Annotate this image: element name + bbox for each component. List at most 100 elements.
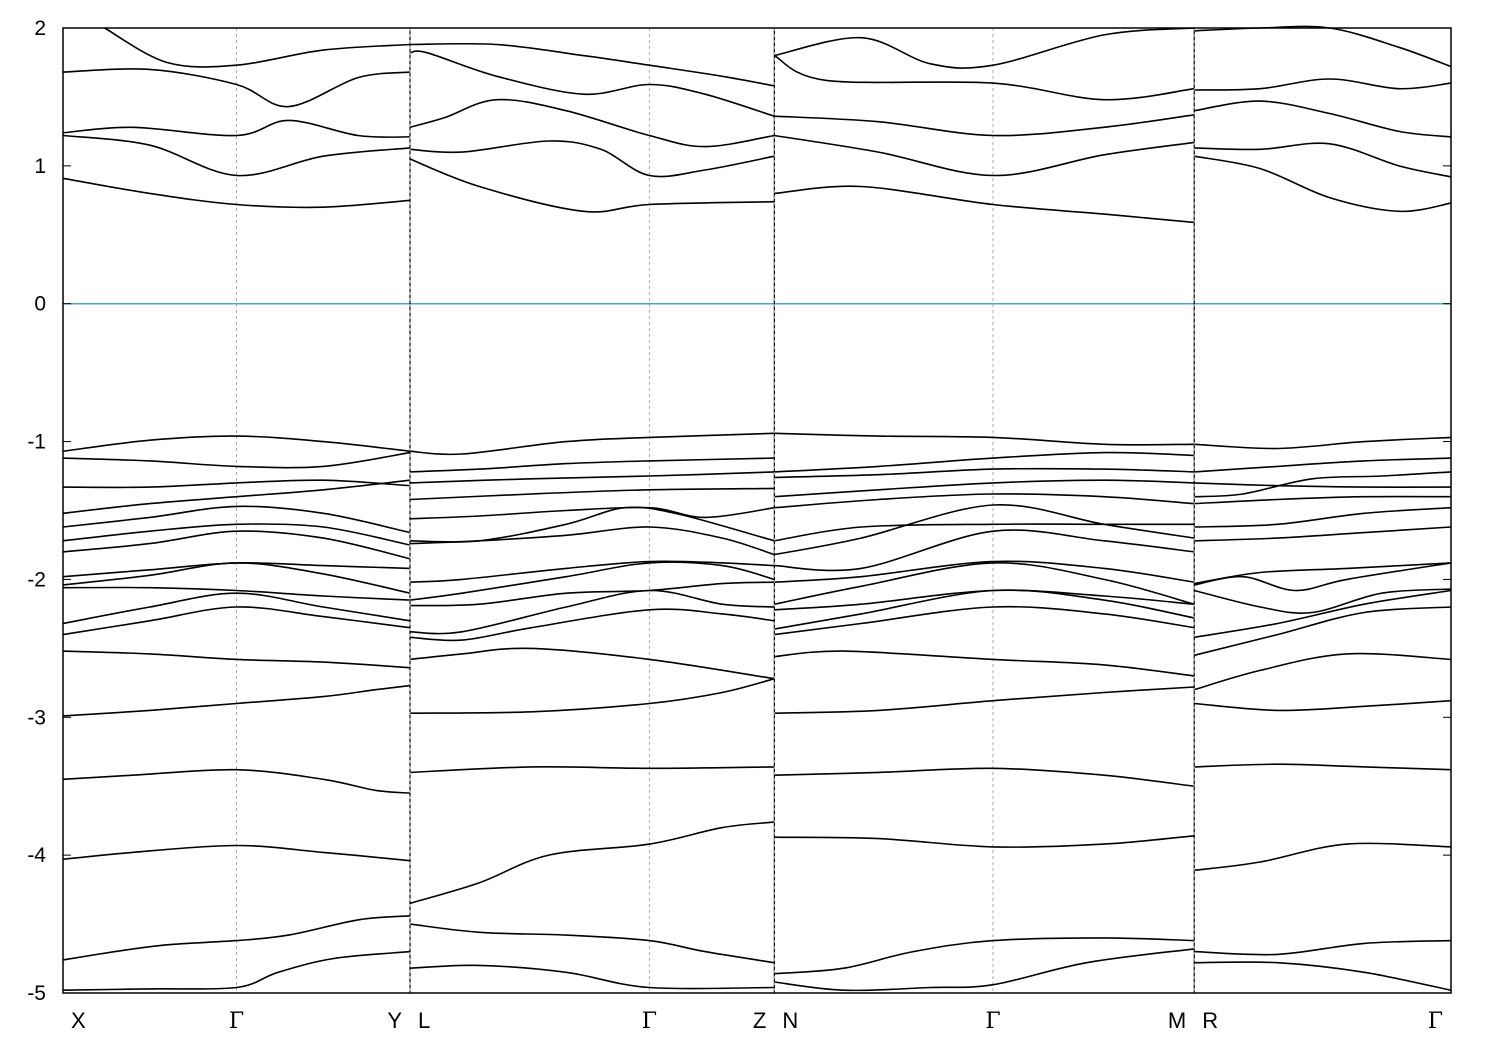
band-line-44 bbox=[409, 50, 775, 117]
band-line-90 bbox=[1194, 100, 1452, 138]
band-line-11 bbox=[62, 530, 411, 560]
band-line-27 bbox=[409, 677, 775, 714]
band-line-77 bbox=[1194, 589, 1452, 639]
band-line-13 bbox=[62, 505, 411, 534]
band-line-58 bbox=[774, 504, 1195, 556]
band-line-6 bbox=[62, 606, 411, 636]
band-line-59 bbox=[774, 523, 1195, 542]
band-line-54 bbox=[774, 589, 1195, 611]
kpoint-label-7: Γ bbox=[985, 1009, 1000, 1034]
band-line-66 bbox=[774, 134, 1195, 177]
band-line-0 bbox=[62, 950, 411, 991]
kpoint-label-8: M bbox=[1168, 1008, 1186, 1033]
band-line-65 bbox=[774, 185, 1195, 224]
band-line-41 bbox=[409, 158, 775, 213]
kpoint-label-0: X bbox=[71, 1008, 86, 1033]
band-line-55 bbox=[774, 562, 1195, 605]
band-line-3 bbox=[62, 768, 411, 794]
kpoint-label-5: Z bbox=[753, 1008, 766, 1033]
band-line-42 bbox=[409, 140, 775, 178]
band-line-75 bbox=[1193, 652, 1452, 691]
band-line-10 bbox=[62, 561, 411, 578]
band-line-34 bbox=[409, 526, 775, 556]
band-line-35 bbox=[409, 506, 775, 543]
band-line-40 bbox=[409, 432, 775, 456]
band-line-56 bbox=[774, 560, 1195, 583]
band-line-7 bbox=[62, 592, 411, 625]
band-line-2 bbox=[62, 844, 411, 862]
band-line-69 bbox=[774, 27, 1195, 69]
band-line-14 bbox=[62, 479, 411, 515]
band-line-46 bbox=[774, 948, 1195, 992]
y-tick-label-3: -1 bbox=[27, 431, 46, 454]
band-line-78 bbox=[1194, 588, 1452, 614]
band-line-70 bbox=[1194, 961, 1452, 991]
band-line-92 bbox=[1194, 25, 1452, 68]
band-line-12 bbox=[62, 523, 411, 546]
band-line-36 bbox=[409, 506, 775, 520]
band-line-86 bbox=[1194, 457, 1452, 473]
band-line-52 bbox=[774, 605, 1195, 636]
kpoint-label-9: R bbox=[1202, 1008, 1218, 1033]
band-line-38 bbox=[409, 471, 775, 484]
band-line-20 bbox=[62, 119, 411, 138]
band-line-30 bbox=[409, 589, 775, 635]
band-line-28 bbox=[409, 647, 775, 680]
band-line-91 bbox=[1194, 78, 1452, 91]
band-line-47 bbox=[774, 937, 1195, 975]
kpoint-label-10: Γ bbox=[1428, 1009, 1443, 1034]
band-line-18 bbox=[62, 177, 411, 209]
band-line-19 bbox=[62, 134, 411, 177]
band-line-17 bbox=[62, 435, 411, 452]
band-line-16 bbox=[62, 451, 411, 469]
band-line-5 bbox=[62, 650, 411, 669]
band-line-81 bbox=[1194, 526, 1452, 542]
band-line-82 bbox=[1194, 506, 1452, 528]
y-tick-label-2: 0 bbox=[34, 293, 46, 316]
band-line-4 bbox=[62, 684, 411, 717]
band-line-48 bbox=[774, 835, 1195, 848]
band-line-73 bbox=[1194, 763, 1452, 771]
band-line-25 bbox=[409, 821, 775, 905]
kpoint-label-3: L bbox=[418, 1008, 430, 1033]
band-line-71 bbox=[1194, 939, 1452, 956]
y-tick-label-4: -2 bbox=[27, 568, 46, 591]
band-line-67 bbox=[774, 114, 1195, 137]
grid-lines bbox=[236, 28, 994, 993]
y-tick-label-0: 2 bbox=[34, 17, 46, 40]
band-line-37 bbox=[409, 487, 775, 501]
band-line-83 bbox=[1194, 495, 1452, 505]
band-line-8 bbox=[62, 586, 411, 601]
band-line-62 bbox=[774, 467, 1195, 479]
band-line-84 bbox=[1194, 471, 1452, 498]
band-line-72 bbox=[1194, 842, 1452, 872]
band-line-33 bbox=[409, 560, 775, 583]
band-line-24 bbox=[409, 923, 775, 964]
band-line-31 bbox=[409, 581, 775, 607]
band-line-45 bbox=[409, 42, 775, 87]
band-line-85 bbox=[1194, 482, 1452, 488]
band-line-50 bbox=[774, 686, 1195, 714]
band-line-74 bbox=[1194, 699, 1452, 712]
kpoint-label-6: N bbox=[782, 1008, 798, 1033]
band-line-88 bbox=[1194, 155, 1452, 213]
band-line-43 bbox=[409, 98, 775, 148]
plot-frame bbox=[62, 27, 1452, 994]
band-line-1 bbox=[62, 915, 411, 961]
kpoint-label-2: Y bbox=[387, 1008, 402, 1033]
y-tick-label-1: 1 bbox=[34, 155, 46, 178]
band-line-68 bbox=[773, 54, 1195, 101]
band-line-15 bbox=[62, 479, 411, 489]
band-line-49 bbox=[774, 767, 1195, 787]
band-line-63 bbox=[774, 451, 1195, 473]
band-line-51 bbox=[774, 650, 1195, 677]
y-tick-label-7: -5 bbox=[27, 982, 46, 1005]
band-line-57 bbox=[774, 529, 1195, 572]
band-line-60 bbox=[774, 493, 1195, 509]
band-line-32 bbox=[409, 561, 775, 601]
kpoint-label-4: Γ bbox=[642, 1009, 657, 1034]
segment-boundaries bbox=[409, 28, 1195, 993]
kpoint-label-1: Γ bbox=[229, 1009, 244, 1034]
